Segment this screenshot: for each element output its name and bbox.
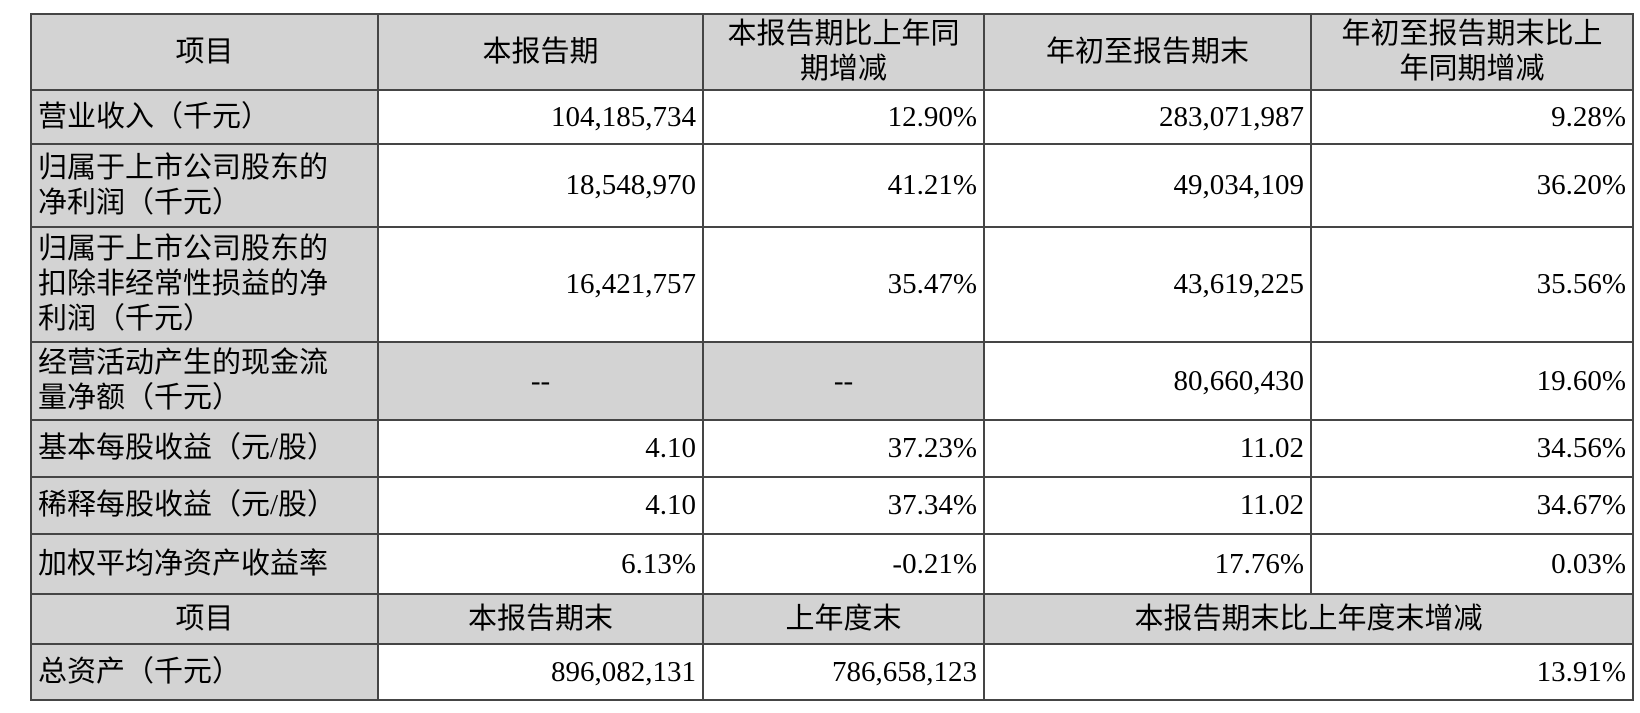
cell-ytd-yoy-change: 9.28%	[1310, 89, 1634, 145]
cell-current-period: 4.10	[377, 419, 704, 478]
cell-yoy-change: 37.23%	[702, 419, 985, 478]
cell-ytd: 49,034,109	[983, 143, 1312, 228]
cell-period-end-change: 13.91%	[983, 643, 1634, 701]
header-ytd-yoy-change-column: 年初至报告期末比上 年同期增减	[1310, 13, 1634, 91]
table-row-net-profit: 归属于上市公司股东的 净利润（千元） 18,548,970 41.21% 49,…	[30, 143, 1634, 228]
header-ytd-column: 年初至报告期末	[983, 13, 1312, 91]
cell-ytd: 80,660,430	[983, 341, 1312, 421]
cell-current-period: 16,421,757	[377, 226, 704, 343]
financial-summary-table: 项目 本报告期 本报告期比上年同 期增减 年初至报告期末 年初至报告期末比上 年…	[30, 13, 1634, 701]
row-label: 总资产（千元）	[30, 643, 379, 701]
table-row-revenue: 营业收入（千元） 104,185,734 12.90% 283,071,987 …	[30, 89, 1634, 145]
cell-yoy-change: 41.21%	[702, 143, 985, 228]
cell-current-period: 18,548,970	[377, 143, 704, 228]
table-header-row-period-end: 项目 本报告期末 上年度末 本报告期末比上年度末增减	[30, 593, 1634, 645]
table-header-row-period: 项目 本报告期 本报告期比上年同 期增减 年初至报告期末 年初至报告期末比上 年…	[30, 13, 1634, 91]
cell-current-period: 104,185,734	[377, 89, 704, 145]
cell-ytd: 43,619,225	[983, 226, 1312, 343]
cell-ytd: 283,071,987	[983, 89, 1312, 145]
table-row-operating-cash-flow: 经营活动产生的现金流 量净额（千元） -- -- 80,660,430 19.6…	[30, 341, 1634, 421]
cell-ytd-yoy-change: 34.56%	[1310, 419, 1634, 478]
cell-yoy-change: -0.21%	[702, 533, 985, 595]
row-label: 归属于上市公司股东的 净利润（千元）	[30, 143, 379, 228]
header-item-column: 项目	[30, 593, 379, 645]
cell-yoy-change: 12.90%	[702, 89, 985, 145]
cell-current-period: 4.10	[377, 476, 704, 535]
header-period-end-column: 本报告期末	[377, 593, 704, 645]
cell-current-period: 6.13%	[377, 533, 704, 595]
cell-ytd: 11.02	[983, 476, 1312, 535]
header-yoy-change-column: 本报告期比上年同 期增减	[702, 13, 985, 91]
cell-yoy-change: --	[702, 341, 985, 421]
cell-yoy-change: 37.34%	[702, 476, 985, 535]
row-label: 稀释每股收益（元/股）	[30, 476, 379, 535]
header-item-column: 项目	[30, 13, 379, 91]
table-row-diluted-eps: 稀释每股收益（元/股） 4.10 37.34% 11.02 34.67%	[30, 476, 1634, 535]
row-label: 营业收入（千元）	[30, 89, 379, 145]
header-prior-year-end-column: 上年度末	[702, 593, 985, 645]
cell-yoy-change: 35.47%	[702, 226, 985, 343]
table-row-weighted-avg-roe: 加权平均净资产收益率 6.13% -0.21% 17.76% 0.03%	[30, 533, 1634, 595]
row-label: 经营活动产生的现金流 量净额（千元）	[30, 341, 379, 421]
cell-current-period: --	[377, 341, 704, 421]
cell-ytd: 11.02	[983, 419, 1312, 478]
row-label: 加权平均净资产收益率	[30, 533, 379, 595]
table-row-total-assets: 总资产（千元） 896,082,131 786,658,123 13.91%	[30, 643, 1634, 701]
cell-ytd: 17.76%	[983, 533, 1312, 595]
cell-period-end: 896,082,131	[377, 643, 704, 701]
cell-ytd-yoy-change: 36.20%	[1310, 143, 1634, 228]
header-current-period-column: 本报告期	[377, 13, 704, 91]
cell-ytd-yoy-change: 34.67%	[1310, 476, 1634, 535]
table-row-net-profit-excl-nonrecurring: 归属于上市公司股东的 扣除非经常性损益的净 利润（千元） 16,421,757 …	[30, 226, 1634, 343]
cell-ytd-yoy-change: 19.60%	[1310, 341, 1634, 421]
row-label: 基本每股收益（元/股）	[30, 419, 379, 478]
table-row-basic-eps: 基本每股收益（元/股） 4.10 37.23% 11.02 34.56%	[30, 419, 1634, 478]
cell-ytd-yoy-change: 0.03%	[1310, 533, 1634, 595]
header-period-end-change-column: 本报告期末比上年度末增减	[983, 593, 1634, 645]
cell-prior-year-end: 786,658,123	[702, 643, 985, 701]
cell-ytd-yoy-change: 35.56%	[1310, 226, 1634, 343]
row-label: 归属于上市公司股东的 扣除非经常性损益的净 利润（千元）	[30, 226, 379, 343]
